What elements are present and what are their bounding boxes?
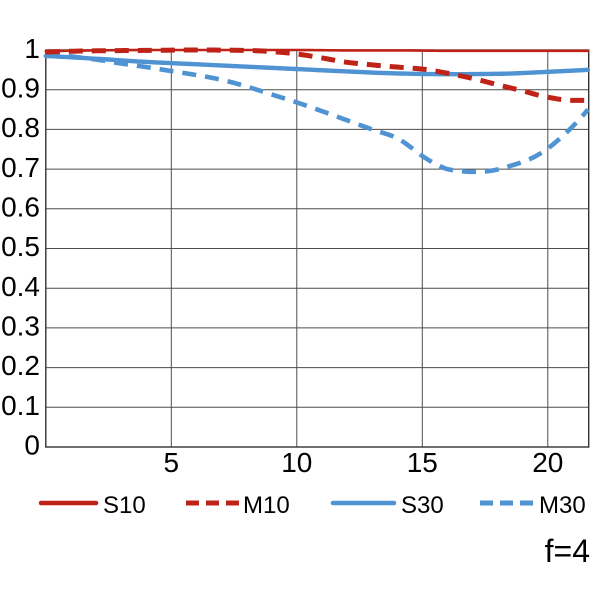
svg-text:0.4: 0.4	[1, 271, 40, 302]
svg-text:15: 15	[407, 447, 438, 478]
svg-text:0.3: 0.3	[1, 311, 40, 342]
svg-text:0.2: 0.2	[1, 350, 40, 381]
svg-text:10: 10	[281, 447, 312, 478]
svg-text:M10: M10	[243, 492, 290, 519]
svg-text:S10: S10	[103, 492, 146, 519]
svg-text:M30: M30	[539, 492, 586, 519]
svg-text:0.9: 0.9	[1, 73, 40, 104]
svg-text:f=4: f=4	[545, 533, 590, 569]
svg-text:S30: S30	[401, 492, 444, 519]
svg-text:0: 0	[24, 430, 40, 461]
svg-text:0.6: 0.6	[1, 192, 40, 223]
svg-text:0.5: 0.5	[1, 231, 40, 262]
svg-text:0.7: 0.7	[1, 152, 40, 183]
svg-text:1: 1	[24, 33, 40, 64]
svg-text:0.1: 0.1	[1, 390, 40, 421]
svg-text:0.8: 0.8	[1, 112, 40, 143]
svg-text:20: 20	[532, 447, 563, 478]
svg-text:5: 5	[164, 447, 180, 478]
